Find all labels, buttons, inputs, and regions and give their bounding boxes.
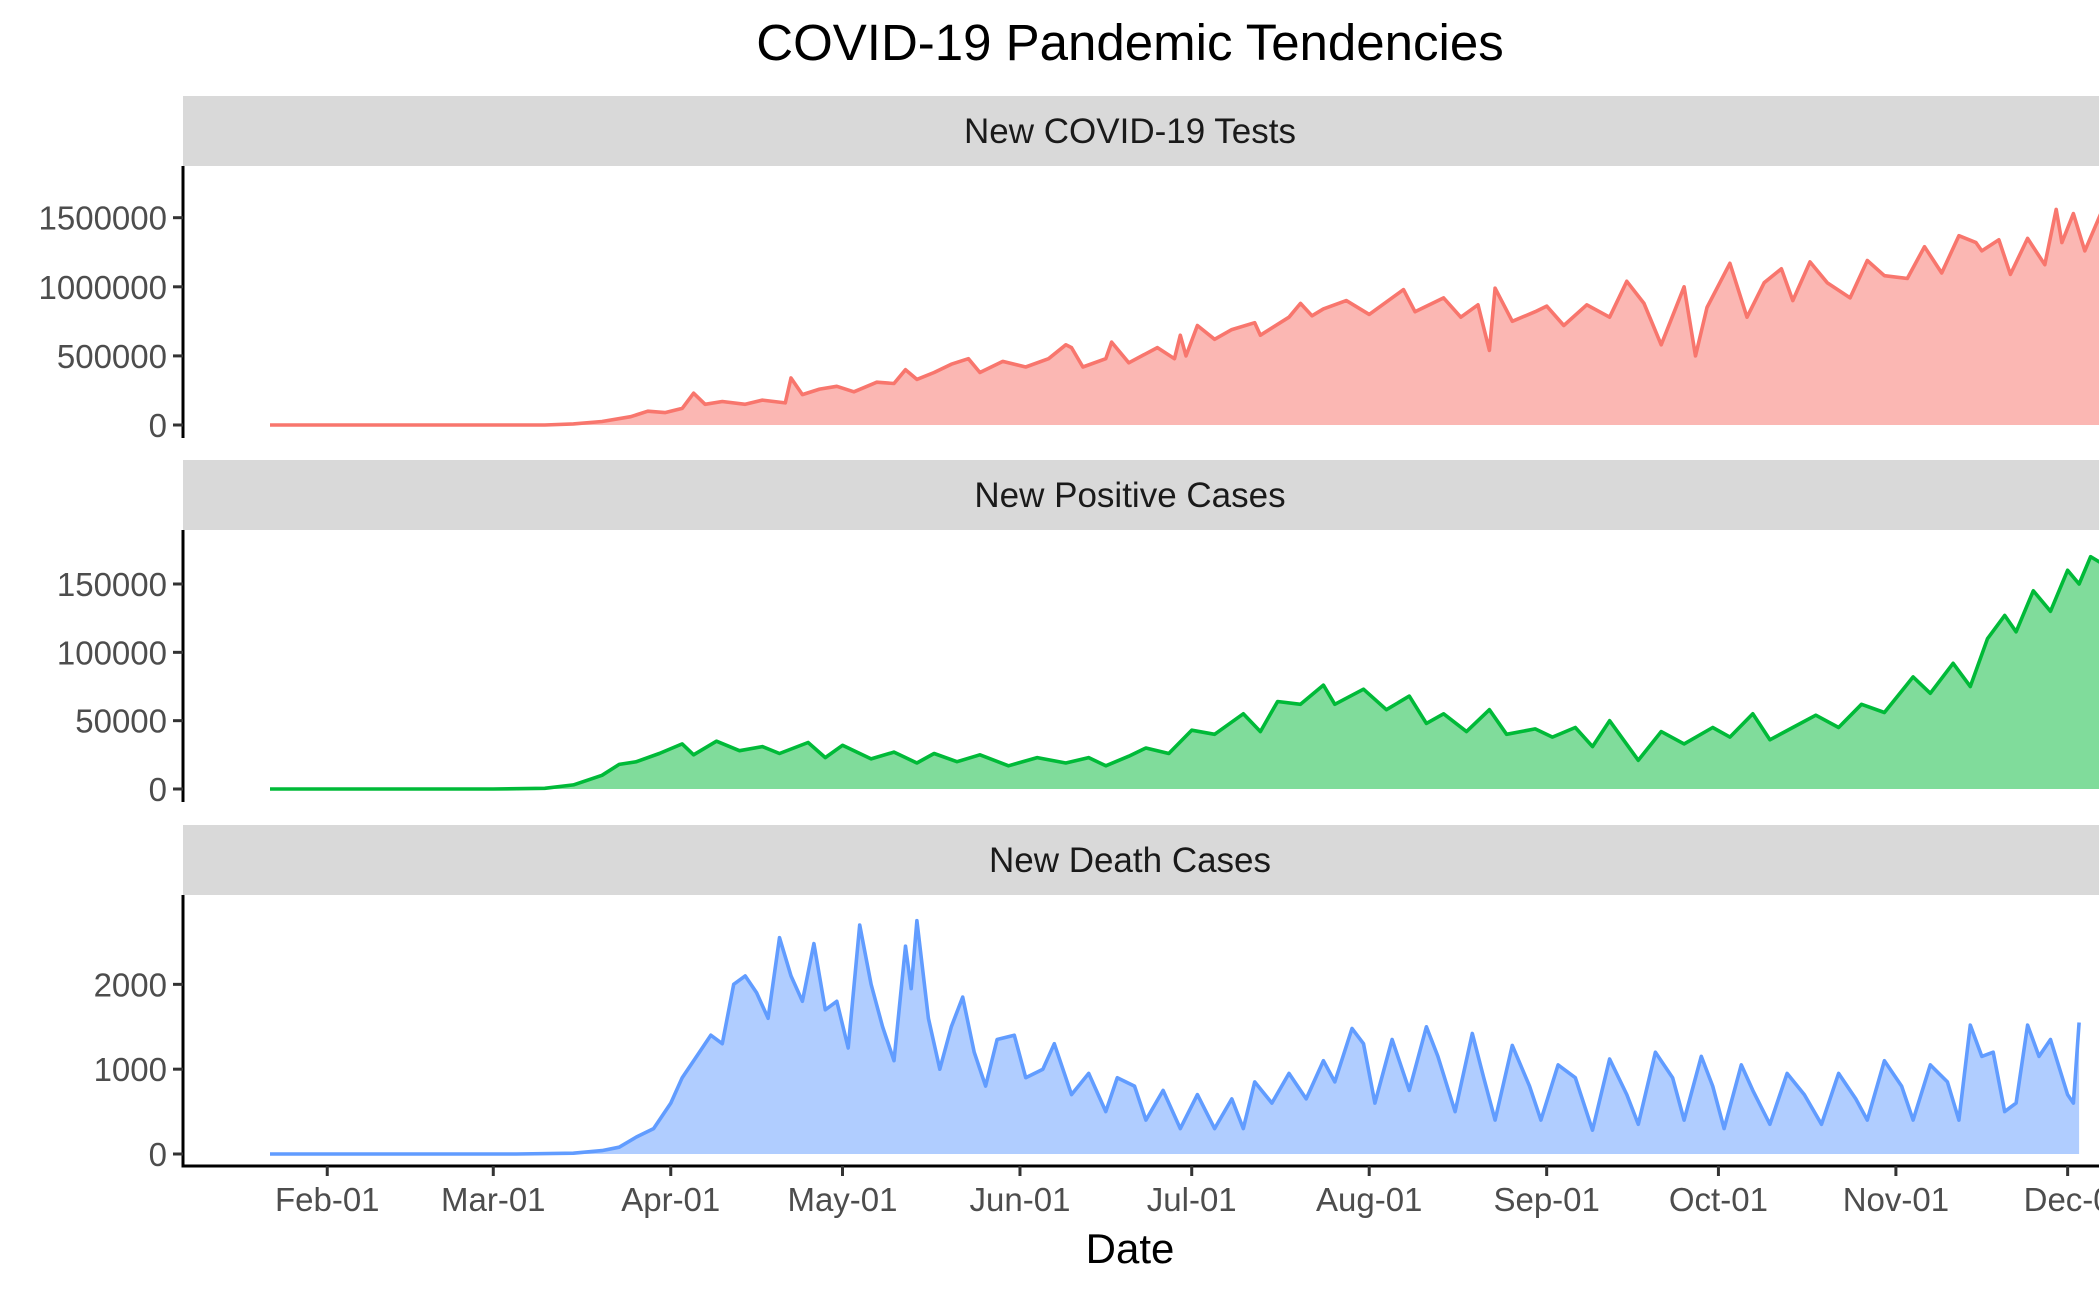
series-line-tests	[270, 207, 2099, 427]
y-tick-label: 150000	[57, 566, 167, 603]
facet-title-positive: New Positive Cases	[974, 476, 1285, 515]
x-tick-label: Mar-01	[441, 1181, 546, 1218]
x-axis: Feb-01 Mar-01 Apr-01 May-01 Jun-01 Jul-01 Aug-…	[181, 1164, 2099, 1218]
y-tick-label: 1000	[94, 1051, 167, 1088]
x-tick-label: Oct-01	[1669, 1181, 1768, 1218]
facet-strip-tests	[183, 96, 2099, 166]
y-tick-label: 1500000	[39, 200, 167, 237]
x-tick-label: Jun-01	[970, 1181, 1071, 1218]
panel-positive: 0 50000 100000 150000	[57, 530, 2099, 808]
x-tick-label: Nov-01	[1843, 1181, 1949, 1218]
y-tick-label: 0	[149, 1136, 167, 1173]
facet-title-tests: New COVID-19 Tests	[964, 112, 1296, 151]
x-tick-label: Jul-01	[1147, 1181, 1237, 1218]
facet-strip-deaths	[183, 825, 2099, 895]
x-tick-label: Feb-01	[275, 1181, 380, 1218]
x-tick-label: Sep-01	[1493, 1181, 1599, 1218]
y-tick-label: 0	[149, 771, 167, 808]
x-tick-label: Apr-01	[621, 1181, 720, 1218]
x-tick-label: Aug-01	[1316, 1181, 1422, 1218]
x-tick-label: May-01	[787, 1181, 897, 1218]
y-tick-label: 2000	[94, 966, 167, 1003]
x-tick-label: Dec-0	[2024, 1181, 2099, 1218]
y-tick-label: 500000	[57, 338, 167, 375]
series-line-positive	[270, 554, 2099, 791]
area-fill-positive	[270, 556, 2099, 789]
chart-title: COVID-19 Pandemic Tendencies	[756, 14, 1503, 71]
panel-tests: 0 500000 1000000 1500000	[39, 166, 2099, 444]
y-tick-label: 100000	[57, 634, 167, 671]
panel-deaths: 0 1000 2000	[94, 895, 2081, 1173]
y-tick-label: 50000	[75, 703, 167, 740]
series-line-deaths	[270, 918, 2081, 1156]
y-tick-label: 0	[149, 407, 167, 444]
area-fill-tests	[270, 209, 2099, 425]
y-tick-label: 1000000	[39, 269, 167, 306]
x-axis-title: Date	[1086, 1225, 1175, 1272]
facet-strip-positive	[183, 460, 2099, 530]
facet-title-deaths: New Death Cases	[989, 841, 1271, 880]
